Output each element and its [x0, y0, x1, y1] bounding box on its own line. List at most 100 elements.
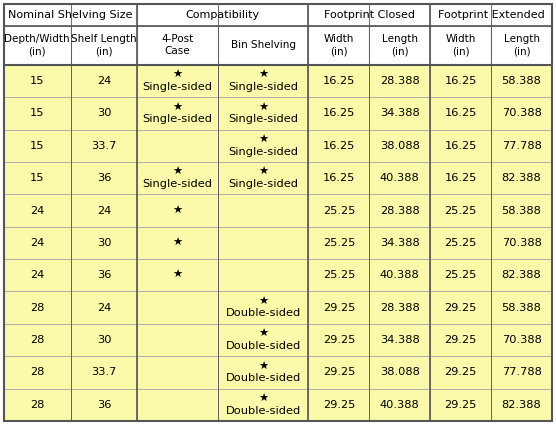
Bar [218, 162, 309, 194]
Text: 25.25: 25.25 [322, 270, 355, 280]
Bar [4, 227, 71, 259]
Text: 82.388: 82.388 [502, 173, 542, 183]
Bar [71, 324, 137, 356]
Bar [430, 162, 491, 194]
Bar [137, 162, 218, 194]
Bar [369, 162, 430, 194]
Bar [137, 26, 218, 65]
Text: 29.25: 29.25 [444, 400, 477, 410]
Bar [430, 97, 491, 130]
Text: 25.25: 25.25 [444, 238, 477, 248]
Text: 15: 15 [30, 108, 44, 119]
Bar [4, 4, 137, 25]
Text: 15: 15 [30, 173, 44, 183]
Text: 38.088: 38.088 [380, 141, 420, 151]
Bar [491, 194, 552, 227]
Text: 70.388: 70.388 [502, 238, 542, 248]
Text: 70.388: 70.388 [502, 335, 542, 345]
Text: 16.25: 16.25 [322, 141, 355, 151]
Text: 24: 24 [30, 270, 44, 280]
Text: ★
Single-sided: ★ Single-sided [229, 70, 298, 92]
Text: 77.788: 77.788 [502, 368, 542, 377]
Bar [309, 292, 369, 324]
Bar [4, 97, 71, 130]
Bar [218, 259, 309, 292]
Bar [4, 388, 71, 421]
Text: 40.388: 40.388 [380, 400, 420, 410]
Text: ★
Single-sided: ★ Single-sided [143, 167, 212, 189]
Text: 15: 15 [30, 76, 44, 86]
Bar [137, 292, 218, 324]
Text: 25.25: 25.25 [444, 270, 477, 280]
Bar [71, 65, 137, 97]
Bar [430, 4, 552, 25]
Text: 16.25: 16.25 [322, 108, 355, 119]
Text: 28: 28 [30, 335, 44, 345]
Text: 16.25: 16.25 [322, 76, 355, 86]
Bar [218, 26, 309, 65]
Text: 77.788: 77.788 [502, 141, 542, 151]
Bar [369, 194, 430, 227]
Text: 16.25: 16.25 [444, 108, 477, 119]
Text: ★: ★ [172, 270, 183, 280]
Bar [218, 97, 309, 130]
Bar [430, 194, 491, 227]
Text: Footprint Closed: Footprint Closed [324, 10, 415, 20]
Bar [430, 388, 491, 421]
Bar [430, 227, 491, 259]
Bar [491, 162, 552, 194]
Bar [137, 4, 309, 25]
Text: Width
(in): Width (in) [324, 34, 354, 56]
Text: ★
Single-sided: ★ Single-sided [143, 70, 212, 92]
Text: 30: 30 [97, 238, 111, 248]
Bar [71, 259, 137, 292]
Text: 24: 24 [30, 206, 44, 215]
Text: 58.388: 58.388 [502, 206, 542, 215]
Bar [218, 292, 309, 324]
Bar [218, 65, 309, 97]
Bar [218, 194, 309, 227]
Bar [137, 227, 218, 259]
Text: 33.7: 33.7 [91, 141, 117, 151]
Bar [369, 97, 430, 130]
Text: 16.25: 16.25 [444, 76, 477, 86]
Bar [309, 162, 369, 194]
Bar [491, 356, 552, 388]
Text: 25.25: 25.25 [322, 238, 355, 248]
Bar [309, 259, 369, 292]
Bar [4, 259, 71, 292]
Bar [430, 324, 491, 356]
Text: Depth/Width
(in): Depth/Width (in) [4, 34, 70, 56]
Text: 28.388: 28.388 [380, 206, 420, 215]
Text: 4-Post
Case: 4-Post Case [161, 34, 193, 56]
Text: 58.388: 58.388 [502, 76, 542, 86]
Bar [71, 162, 137, 194]
Text: 25.25: 25.25 [444, 206, 477, 215]
Bar [137, 388, 218, 421]
Bar [4, 65, 71, 97]
Text: 24: 24 [30, 238, 44, 248]
Text: 38.088: 38.088 [380, 368, 420, 377]
Bar [491, 227, 552, 259]
Text: ★
Double-sided: ★ Double-sided [226, 329, 301, 351]
Text: 29.25: 29.25 [322, 368, 355, 377]
Bar [137, 356, 218, 388]
Bar [369, 130, 430, 162]
Bar [71, 130, 137, 162]
Text: ★
Single-sided: ★ Single-sided [229, 135, 298, 156]
Bar [218, 324, 309, 356]
Text: 29.25: 29.25 [444, 335, 477, 345]
Bar [218, 227, 309, 259]
Text: 58.388: 58.388 [502, 303, 542, 313]
Bar [369, 324, 430, 356]
Bar [491, 324, 552, 356]
Bar [491, 388, 552, 421]
Bar [430, 259, 491, 292]
Text: 16.25: 16.25 [444, 173, 477, 183]
Text: 29.25: 29.25 [444, 303, 477, 313]
Text: 40.388: 40.388 [380, 270, 420, 280]
Bar [137, 194, 218, 227]
Text: 28: 28 [30, 303, 44, 313]
Bar [309, 227, 369, 259]
Bar [430, 65, 491, 97]
